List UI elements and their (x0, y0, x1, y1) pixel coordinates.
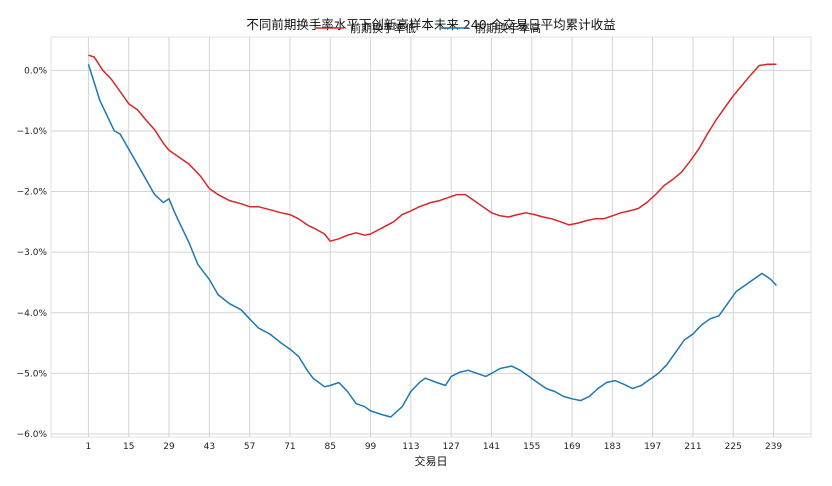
legend: 前期换手率低 前期换手率高 (316, 21, 541, 35)
plot-area (50, 36, 812, 438)
x-tick-label: 57 (244, 442, 255, 452)
x-tick-label: 211 (684, 442, 701, 452)
x-tick-label: 15 (123, 442, 134, 452)
series-layer (87, 54, 778, 418)
y-tick-label: −5.0% (17, 369, 48, 379)
x-tick-label: 113 (402, 442, 419, 452)
x-tick-label: 141 (483, 442, 500, 452)
legend-label-series-high: 前期换手率高 (475, 21, 541, 35)
x-tick-label: 127 (443, 442, 460, 452)
grid (51, 37, 811, 437)
y-tick-label: −3.0% (17, 248, 48, 258)
y-tick-label: −6.0% (17, 430, 48, 440)
y-tick-label: −1.0% (17, 127, 48, 137)
x-tick-label: 99 (365, 442, 377, 452)
x-tick-label: 239 (765, 442, 782, 452)
x-axis: 1 15 29 43 57 71 85 99 113 127 141 155 169 183 197 211 2… (86, 442, 783, 452)
chart-title: 不同前期换手率水平下创新高样本未来 240 个交易日平均累计收益 (246, 17, 615, 32)
y-tick-label: 0.0% (24, 66, 47, 76)
x-tick-label: 197 (644, 442, 661, 452)
series-line-low-turnover (88, 54, 777, 242)
y-axis: 0.0% −1.0% −2.0% −3.0% −4.0% −5.0% −6.0% (17, 66, 48, 440)
legend-label-series-low: 前期换手率低 (350, 21, 416, 35)
x-tick-label: 183 (604, 442, 621, 452)
x-tick-label: 29 (163, 442, 175, 452)
x-tick-label: 71 (284, 442, 295, 452)
x-tick-label: 43 (204, 442, 215, 452)
x-tick-label: 225 (725, 442, 742, 452)
x-tick-label: 1 (86, 442, 92, 452)
y-tick-label: −2.0% (17, 188, 48, 198)
y-tick-label: −4.0% (17, 309, 48, 319)
x-tick-label: 155 (523, 442, 540, 452)
x-tick-label: 169 (563, 442, 580, 452)
x-axis-title: 交易日 (415, 454, 448, 468)
series-line-high-turnover (87, 64, 778, 418)
x-tick-label: 85 (325, 442, 336, 452)
